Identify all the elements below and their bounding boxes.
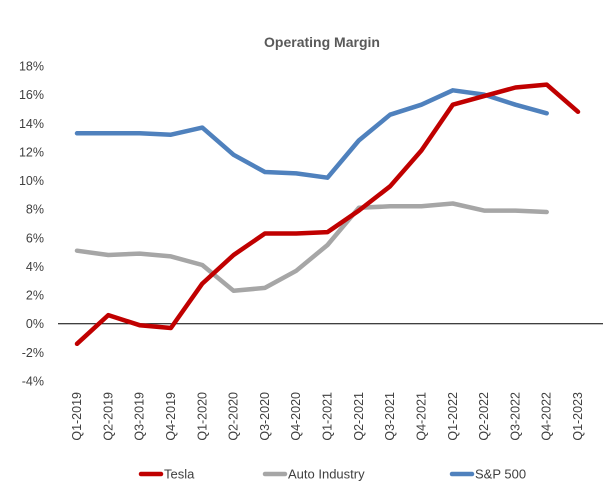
x-tick-label: Q3-2021 [383, 392, 397, 441]
legend-label-auto-industry: Auto Industry [288, 467, 365, 482]
x-tick-label: Q1-2021 [321, 392, 335, 441]
x-tick-label: Q3-2022 [508, 392, 522, 441]
y-tick-label: -4% [22, 375, 44, 389]
x-tick-label: Q4-2020 [289, 392, 303, 441]
x-tick-label: Q1-2019 [70, 392, 84, 441]
y-tick-label: 2% [26, 289, 44, 303]
legend-label-tesla: Tesla [164, 467, 195, 482]
x-tick-label: Q1-2022 [446, 392, 460, 441]
x-tick-label: Q3-2019 [133, 392, 147, 441]
chart-title: Operating Margin [264, 34, 380, 50]
y-tick-label: 8% [26, 203, 44, 217]
y-tick-label: 6% [26, 231, 44, 245]
y-tick-label: 12% [19, 145, 44, 159]
legend: Tesla Auto Industry S&P 500 [138, 467, 526, 482]
x-tick-label: Q4-2022 [540, 392, 554, 441]
x-tick-label: Q2-2022 [477, 392, 491, 441]
x-tick-label: Q2-2019 [101, 392, 115, 441]
y-tick-label: 16% [19, 88, 44, 102]
y-tick-label: 10% [19, 174, 44, 188]
y-axis: -4% -2% 0% 2% 4% 6% 8% 10% 12% 14% 16% 18% [19, 60, 44, 389]
series-line-s-p-500 [74, 88, 549, 180]
y-tick-label: 4% [26, 260, 44, 274]
y-tick-label: 0% [26, 317, 44, 331]
y-tick-label: 14% [19, 117, 44, 131]
x-axis: Q1-2019 Q2-2019 Q3-2019 Q4-2019 Q1-2020 Q2-20… [70, 392, 585, 441]
series-layer [74, 82, 581, 347]
y-tick-label: 18% [19, 60, 44, 74]
x-tick-label: Q1-2023 [571, 392, 585, 441]
x-tick-label: Q2-2020 [227, 392, 241, 441]
x-tick-label: Q4-2021 [414, 392, 428, 441]
x-tick-label: Q2-2021 [352, 392, 366, 441]
x-tick-label: Q3-2020 [258, 392, 272, 441]
legend-label-s-p-500: S&P 500 [475, 467, 526, 482]
y-tick-label: -2% [22, 346, 44, 360]
x-tick-label: Q1-2020 [195, 392, 209, 441]
series-line-auto-industry [74, 201, 549, 294]
x-tick-label: Q4-2019 [164, 392, 178, 441]
series-line-tesla [74, 82, 581, 347]
